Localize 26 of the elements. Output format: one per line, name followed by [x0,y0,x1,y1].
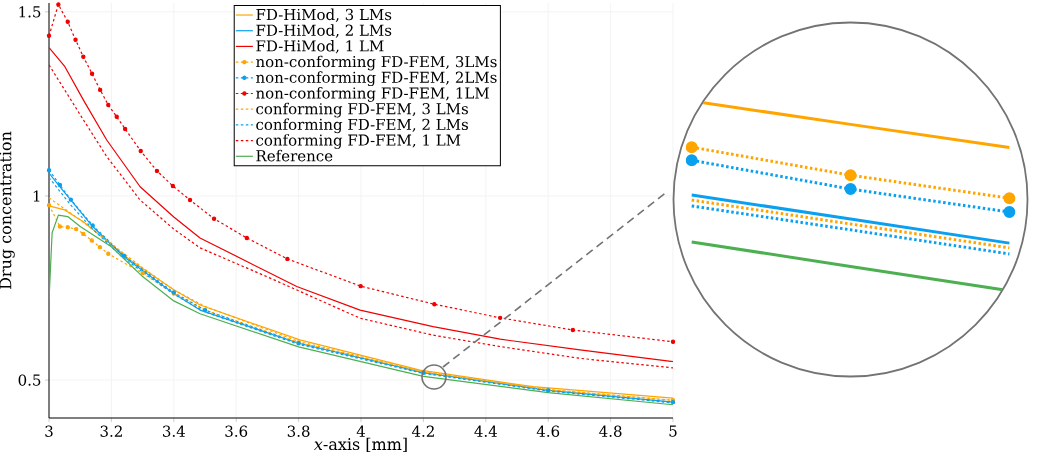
y-tick-label: 1.5 [19,6,41,18]
x-tick-label: 4.6 [536,425,560,437]
x-tick-label: 3 [45,425,53,437]
legend-label: conforming FD-FEM, 2 LMs [256,118,468,134]
legend-label: FD-HiMod, 3 LMs [256,8,392,23]
legend-label: FD-HiMod, 1 LM [256,39,384,54]
legend-label: conforming FD-FEM, 3 LMs [256,102,468,118]
x-tick-label: 3.4 [163,425,185,437]
x-tick-label: 4.4 [474,425,497,437]
legend-label: non-conforming FD-FEM, 2LMs [256,71,497,87]
y-tick-label: 1 [33,190,40,202]
y-axis-title: Drug concentration [0,131,15,290]
legend-label: conforming FD-FEM, 1 LM [256,134,461,149]
legend-label: non-conforming FD-FEM, 3LMs [256,55,497,71]
x-tick-label: 3.2 [100,425,122,437]
x-tick-label: 4 [356,425,366,437]
x-tick-label: 3.6 [225,425,248,437]
x-axis-title: x-axis [mm] [313,437,407,452]
y-tick-label: 0.5 [18,374,41,386]
legend-label: non-conforming FD-FEM, 1LM [256,87,489,102]
legend-label: Reference [256,149,333,162]
x-tick-label: 4.8 [599,425,622,437]
x-tick-label: 3.8 [287,425,310,437]
legend-label: FD-HiMod, 2 LMs [256,24,392,38]
x-tick-label: 4.2 [411,425,434,437]
x-tick-label: 5 [669,425,677,437]
